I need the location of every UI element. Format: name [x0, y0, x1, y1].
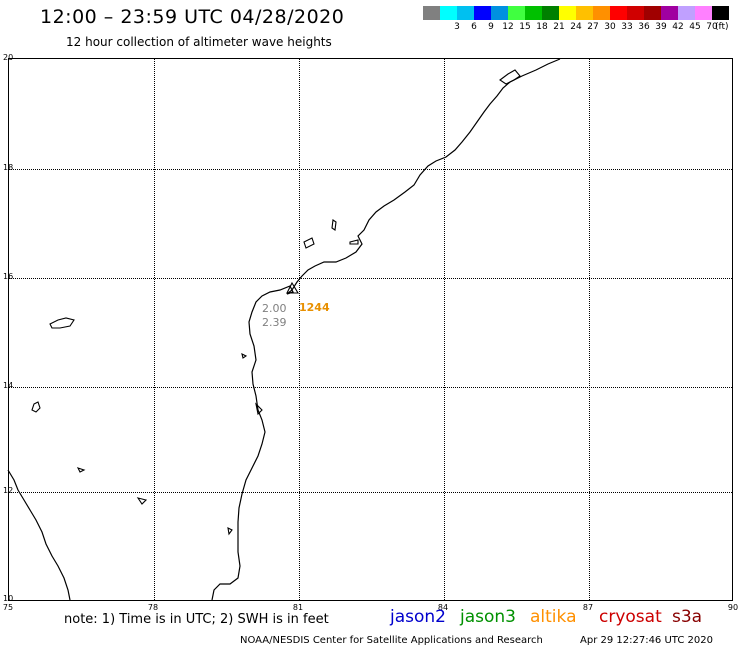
legend-swatch-0 [423, 6, 440, 20]
lat-label-14: 14 [3, 381, 14, 390]
gridline-lon-78 [154, 59, 155, 600]
legend-swatch-9 [576, 6, 593, 20]
gridline-lon-84 [444, 59, 445, 600]
legend-swatch-15 [678, 6, 695, 20]
legend-label-3: 3 [454, 22, 460, 32]
island-cuba-fragment [499, 69, 521, 85]
generation-timestamp: Apr 29 12:27:46 UTC 2020 [580, 635, 713, 646]
island-bay-mid [303, 237, 315, 249]
lon-label-78: 78 [147, 603, 159, 612]
legend-swatch-3 [474, 6, 491, 20]
coastline-west [7, 469, 71, 601]
coastline [211, 58, 561, 601]
legend-label-33: 33 [621, 22, 633, 32]
gridline-lat-18-upper [9, 169, 732, 170]
wave-height-legend: 3 6 9 12 15 18 21 24 27 30 33 36 39 42 45 70 (ft) [423, 6, 729, 38]
satellite-jason3: jason3 [460, 607, 516, 627]
legend-swatch-4 [491, 6, 508, 20]
gridline-lat-14 [9, 387, 732, 388]
island-lagoon [255, 402, 263, 416]
satellite-s3a: s3a [672, 607, 703, 627]
gridline-lon-81 [299, 59, 300, 600]
island-small-2 [136, 497, 148, 505]
observation-marker [286, 281, 299, 294]
island-cayman [31, 401, 41, 413]
island-small-4 [227, 527, 233, 536]
lat-label-10: 10 [3, 594, 14, 603]
island-jamaica [49, 317, 75, 329]
gridline-lat-16 [9, 278, 732, 279]
legend-swatch-5 [508, 6, 525, 20]
legend-swatch-7 [542, 6, 559, 20]
island-small-3 [241, 352, 248, 359]
legend-swatch-11 [610, 6, 627, 20]
lon-label-81: 81 [292, 603, 304, 612]
legend-label-9: 9 [488, 22, 494, 32]
legend-label-27: 27 [587, 22, 599, 32]
legend-label-70: 70 [706, 22, 718, 32]
lat-label-18: 18 [3, 163, 14, 172]
legend-label-18: 18 [536, 22, 548, 32]
lon-label-84: 84 [437, 603, 449, 612]
legend-label-42: 42 [672, 22, 684, 32]
legend-unit: (ft) [715, 22, 729, 32]
page-subtitle: 12 hour collection of altimeter wave hei… [66, 35, 332, 49]
lat-label-12: 12 [3, 486, 14, 495]
legend-label-30: 30 [604, 22, 616, 32]
legend-swatch-14 [661, 6, 678, 20]
island-bay-south [349, 239, 359, 245]
satellite-jason2: jason2 [390, 607, 446, 627]
lat-label-20: 20 [3, 53, 14, 62]
legend-swatch-16 [695, 6, 712, 20]
island-bay-north [331, 219, 337, 231]
lon-label-90: 90 [727, 603, 739, 612]
lon-label-75: 75 [2, 603, 14, 612]
legend-swatch-1 [440, 6, 457, 20]
swh-value-3: 1244 [299, 301, 330, 314]
legend-swatch-2 [457, 6, 474, 20]
credit-line: NOAA/NESDIS Center for Satellite Applica… [240, 635, 543, 646]
gridline-lon-87 [589, 59, 590, 600]
swh-value-2: 2.39 [262, 316, 287, 329]
legend-swatch-13 [644, 6, 661, 20]
legend-label-24: 24 [570, 22, 582, 32]
footer-note: note: 1) Time is in UTC; 2) SWH is in fe… [64, 612, 329, 627]
legend-label-36: 36 [638, 22, 650, 32]
swh-value-1: 2.00 [262, 302, 287, 315]
page-title: 12:00 – 23:59 UTC 04/28/2020 [40, 6, 345, 28]
legend-label-39: 39 [655, 22, 667, 32]
legend-label-45: 45 [689, 22, 701, 32]
legend-label-21: 21 [553, 22, 565, 32]
legend-swatch-6 [525, 6, 542, 20]
map-frame [8, 58, 733, 601]
legend-label-12: 12 [502, 22, 514, 32]
legend-swatch-17 [712, 6, 729, 20]
legend-swatch-8 [559, 6, 576, 20]
gridline-lat-12 [9, 492, 732, 493]
lat-label-16: 16 [3, 272, 14, 281]
satellite-altika: altika [530, 607, 577, 627]
legend-label-15: 15 [519, 22, 531, 32]
legend-label-6: 6 [471, 22, 477, 32]
satellite-cryosat: cryosat [599, 607, 662, 627]
legend-swatch-12 [627, 6, 644, 20]
island-small-1 [76, 467, 86, 473]
legend-swatch-10 [593, 6, 610, 20]
lon-label-87: 87 [582, 603, 594, 612]
